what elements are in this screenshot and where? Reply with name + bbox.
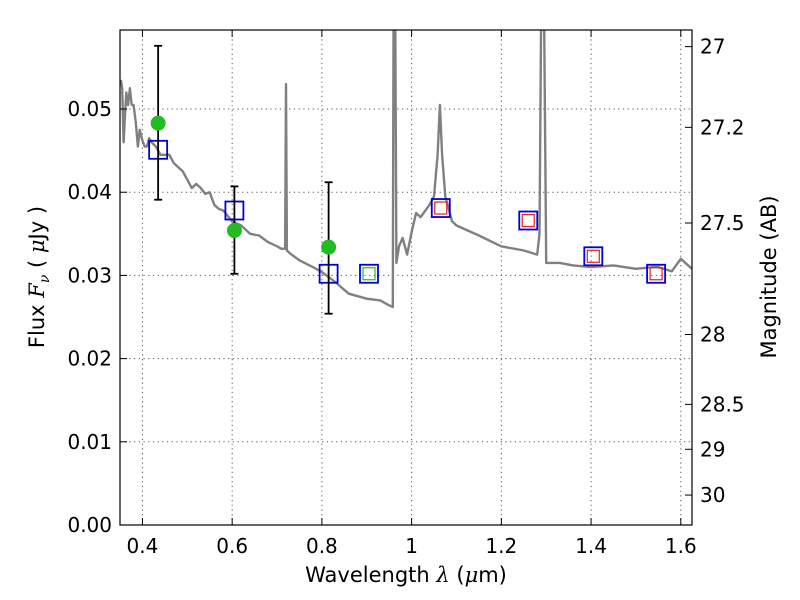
- y2-tick-label: 30: [700, 483, 725, 507]
- y2-tick-label: 29: [700, 437, 725, 461]
- x-axis-label: Wavelength λ (μm): [305, 563, 507, 587]
- x-tick-label: 1.2: [485, 534, 517, 558]
- y2-tick-label: 27.2: [700, 115, 745, 139]
- x-tick-label: 1: [405, 534, 418, 558]
- model-point: [583, 246, 604, 267]
- inner-marker: [362, 267, 376, 281]
- y-tick-label: 0.04: [67, 180, 112, 204]
- inner-marker: [521, 213, 535, 228]
- model-point: [646, 263, 667, 284]
- y-tick-label: 0.00: [67, 513, 112, 537]
- observed-point: [150, 115, 166, 131]
- y2-tick-label: 27: [700, 35, 725, 59]
- x-tick-label: 0.8: [306, 534, 338, 558]
- ticks-layer: 0.4 0.6 0.8 1 1.2 1.4 1.6 0.00 0.01 0.02 0.03 0.04 0…: [67, 30, 745, 558]
- x-tick-label: 1.4: [575, 534, 607, 558]
- y-axis-label: Flux Fν ( μJy ): [25, 206, 53, 348]
- y-tick-label: 0.02: [67, 347, 112, 371]
- model-point: [430, 198, 451, 218]
- y2-tick-label: 28: [700, 322, 725, 346]
- x-tick-label: 0.4: [127, 534, 159, 558]
- inner-marker: [586, 249, 600, 263]
- x-tick-label: 0.6: [216, 534, 248, 558]
- inner-marker: [649, 267, 663, 281]
- y-tick-label: 0.05: [67, 97, 112, 121]
- y2-tick-label: 27.5: [700, 211, 745, 235]
- model-point: [359, 263, 379, 284]
- y-tick-label: 0.01: [67, 430, 112, 454]
- x-tick-label: 1.6: [665, 534, 697, 558]
- y-tick-label: 0.03: [67, 263, 112, 287]
- observed-point: [226, 222, 242, 238]
- model-point: [518, 210, 539, 231]
- points-layer: [148, 44, 667, 315]
- y2-tick-label: 28.5: [700, 392, 745, 416]
- observed-point: [321, 239, 337, 255]
- y2-axis-label: Magnitude (AB): [757, 195, 781, 358]
- plot-background: [120, 30, 692, 525]
- plot-frame: [119, 29, 693, 526]
- inner-marker: [434, 201, 448, 215]
